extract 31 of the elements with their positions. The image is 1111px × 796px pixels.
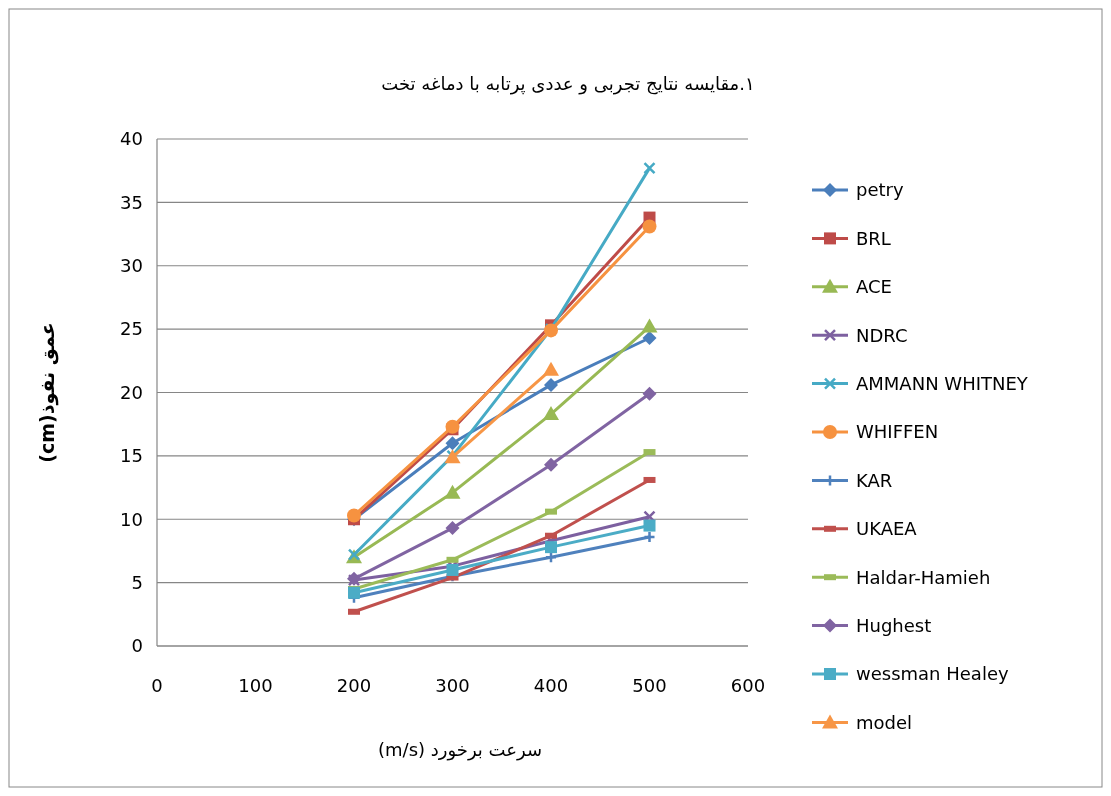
legend-label: WHIFFEN [856, 421, 939, 443]
x-tick-label: 300 [435, 675, 470, 696]
x-tick-label: 0 [151, 675, 163, 696]
y-tick-label: 35 [120, 191, 143, 213]
x-axis-title: سرعت برخورد (m/s) [378, 739, 542, 761]
x-tick-label: 100 [238, 675, 273, 696]
legend-label: AMMANN WHITNEY [856, 372, 1029, 394]
legend-label: ACE [856, 276, 892, 298]
legend-label: petry [856, 179, 904, 201]
y-tick-label: 10 [120, 508, 143, 530]
legend-label: UKAEA [856, 518, 918, 540]
legend-label: Haldar-Hamieh [856, 566, 991, 588]
y-axis-title: عمق نفوذ(cm) [36, 322, 59, 463]
y-tick-label: 25 [120, 318, 143, 340]
y-tick-label: 0 [131, 635, 143, 657]
legend-label: model [856, 711, 913, 733]
y-tick-label: 15 [120, 445, 143, 467]
x-tick-label: 200 [336, 675, 372, 696]
chart-title: ۱.مقایسه نتایج تجربی و عددی پرتابه با دماغه تخت [381, 73, 755, 95]
x-tick-label: 600 [730, 675, 766, 696]
y-tick-label: 40 [120, 128, 143, 150]
y-tick-label: 20 [120, 381, 143, 403]
legend-label: BRL [856, 227, 891, 249]
legend-label: Hughest [856, 614, 932, 636]
y-tick-label: 30 [120, 255, 143, 277]
legend-label: wessman Healey [856, 663, 1009, 685]
x-tick-label: 500 [632, 675, 667, 696]
legend-label: KAR [856, 469, 893, 491]
legend-label: NDRC [856, 324, 908, 346]
y-tick-label: 5 [131, 571, 143, 593]
x-tick-label: 400 [533, 675, 569, 696]
